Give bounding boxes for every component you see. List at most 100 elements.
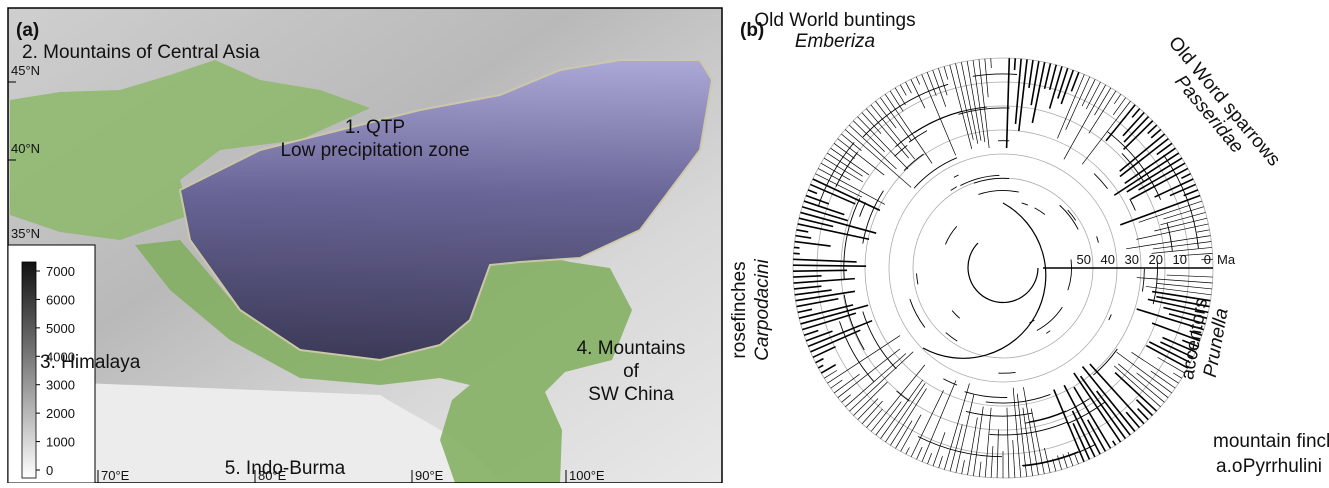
branch — [1117, 352, 1172, 393]
branch — [1066, 77, 1090, 130]
branch — [1151, 129, 1161, 137]
branch — [831, 148, 870, 175]
branch — [793, 265, 866, 266]
branch — [810, 184, 855, 204]
branch-arc — [897, 391, 910, 401]
branch-arc — [860, 202, 866, 216]
colorbar-tick-label: 0 — [46, 463, 53, 478]
branch-arc — [917, 273, 918, 284]
time-tick-label: 20 — [1149, 252, 1163, 267]
branch — [795, 242, 831, 247]
branch-arc — [965, 392, 1008, 398]
branch — [1151, 371, 1175, 388]
panel-label: (a) — [16, 20, 39, 41]
branch-arc — [954, 175, 959, 177]
root-arc — [923, 203, 1046, 358]
branch — [944, 66, 948, 79]
time-tick-label: 30 — [1125, 252, 1139, 267]
branch-arc — [978, 190, 1018, 194]
branch-arc — [951, 187, 957, 191]
latitude-label: 35°N — [11, 226, 40, 241]
branch — [841, 134, 861, 151]
branch — [1089, 91, 1116, 133]
branch — [813, 347, 836, 358]
branch — [1153, 242, 1211, 249]
branch-arc — [966, 411, 1033, 416]
colorbar-tick-label: 5000 — [46, 321, 75, 336]
branch — [1007, 408, 1009, 478]
branch-arc — [863, 311, 897, 368]
branch — [796, 236, 812, 238]
branch — [962, 460, 965, 474]
branch — [950, 424, 962, 471]
branch-arc — [1060, 205, 1079, 229]
clade-label: rosefinches — [729, 261, 750, 358]
branch — [800, 212, 876, 233]
branch — [849, 125, 896, 169]
branch — [939, 456, 943, 468]
branch — [1136, 400, 1152, 416]
colorbar — [22, 262, 36, 478]
branch — [1163, 207, 1204, 219]
branch — [1137, 373, 1169, 398]
branch — [816, 359, 824, 363]
branch — [793, 270, 847, 271]
branch-arc — [1037, 307, 1062, 330]
branch — [793, 259, 856, 262]
branch-arc — [998, 372, 1015, 373]
branch — [866, 109, 908, 159]
colorbar-tick-label: 7000 — [46, 264, 75, 279]
branch-arc — [914, 158, 957, 189]
branch — [1113, 98, 1125, 115]
branch — [797, 230, 809, 232]
time-unit: Ma — [1217, 252, 1236, 267]
region-label: of — [623, 361, 640, 382]
longitude-label: 80°E — [258, 468, 287, 483]
branch — [1044, 448, 1050, 473]
branch — [928, 453, 932, 464]
branch — [1170, 184, 1196, 195]
branch — [991, 446, 993, 478]
region-label: SW China — [588, 384, 674, 405]
branch-arc — [946, 333, 957, 342]
branch — [1007, 58, 1010, 148]
branch — [1017, 394, 1026, 477]
time-tick-label: 10 — [1173, 252, 1187, 267]
map — [8, 8, 722, 483]
branch — [818, 365, 823, 368]
branch — [1181, 174, 1190, 179]
branch — [1082, 79, 1095, 106]
branch — [985, 59, 988, 97]
branch — [1120, 195, 1200, 224]
branch — [1050, 66, 1062, 108]
branch-arc — [863, 191, 884, 244]
branch — [1015, 58, 1016, 70]
branch-arc — [960, 175, 999, 185]
branch — [1083, 367, 1135, 432]
branch — [1032, 62, 1044, 123]
branch — [956, 63, 974, 139]
branch — [895, 88, 905, 105]
branch-arc — [1035, 208, 1045, 215]
region-label: 4. Mountains — [577, 338, 686, 359]
branch — [956, 395, 974, 473]
branch — [1114, 94, 1121, 104]
branch-arc — [895, 111, 962, 147]
time-tick-label: 40 — [1101, 252, 1115, 267]
branch — [944, 383, 969, 469]
colorbar-tick-label: 2000 — [46, 406, 75, 421]
branch — [1139, 201, 1202, 222]
branch — [991, 58, 992, 68]
latitude-label: 45°N — [11, 63, 40, 78]
branch — [824, 370, 837, 378]
branch — [794, 247, 799, 248]
branch — [1061, 70, 1073, 104]
latitude-label: 40°N — [11, 141, 40, 156]
branch-arc — [1022, 203, 1028, 205]
branch — [917, 447, 923, 459]
branch-arc — [1109, 314, 1112, 320]
branch — [1132, 109, 1140, 118]
branch-arc — [1130, 199, 1136, 211]
branch — [1197, 230, 1210, 232]
branch — [794, 286, 821, 289]
